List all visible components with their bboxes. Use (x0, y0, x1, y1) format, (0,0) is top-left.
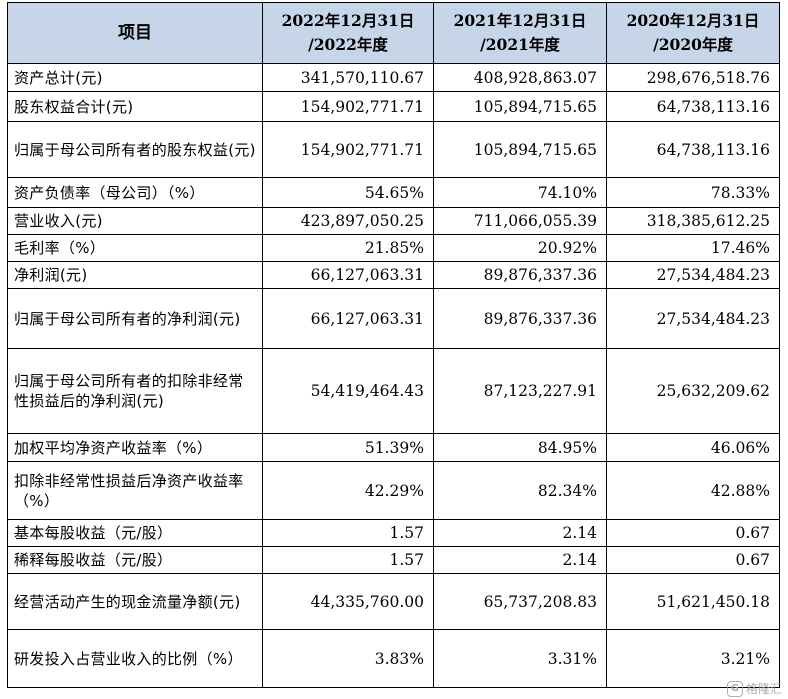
table-row: 资产总计(元) 341,570,110.67 408,928,863.07 29… (7, 63, 780, 92)
value-2022: 54,419,464.43 (262, 348, 434, 434)
row-label: 资产总计(元) (7, 63, 263, 92)
value-2022: 42.29% (262, 461, 434, 520)
row-label: 毛利率（%） (7, 234, 263, 262)
value-2020: 46.06% (606, 433, 780, 462)
header-2022: 2022年12月31日 /2022年度 (262, 2, 434, 64)
value-2022: 44,335,760.00 (262, 573, 434, 630)
row-label: 研发投入占营业收入的比例（%） (7, 629, 263, 688)
value-2022: 21.85% (262, 234, 434, 262)
row-label: 经营活动产生的现金流量净额(元) (7, 573, 263, 630)
value-2021: 82.34% (433, 461, 607, 520)
row-label: 资产负债率（母公司）（%） (7, 177, 263, 208)
value-2020: 17.46% (606, 234, 780, 262)
row-label: 归属于母公司所有者的股东权益(元) (7, 121, 263, 178)
value-2022: 423,897,050.25 (262, 207, 434, 235)
header-2021: 2021年12月31日 /2021年度 (433, 2, 607, 64)
table-row: 归属于母公司所有者的股东权益(元) 154,902,771.71 105,894… (7, 121, 780, 178)
table-row: 归属于母公司所有者的扣除非经常性损益后的净利润(元) 54,419,464.43… (7, 348, 780, 434)
value-2021: 2.14 (433, 519, 607, 547)
financial-summary-table: 项目 2022年12月31日 /2022年度 2021年12月31日 /2021… (7, 2, 780, 688)
value-2021: 105,894,715.65 (433, 91, 607, 122)
value-2020: 0.67 (606, 546, 780, 574)
value-2020: 64,738,113.16 (606, 121, 780, 178)
row-label: 稀释每股收益（元/股） (7, 546, 263, 574)
value-2020: 27,534,484.23 (606, 288, 780, 349)
value-2022: 1.57 (262, 519, 434, 547)
table-row: 研发投入占营业收入的比例（%） 3.83% 3.31% 3.21% (7, 629, 780, 688)
table-row: 毛利率（%） 21.85% 20.92% 17.46% (7, 234, 780, 262)
header-item: 项目 (7, 2, 263, 64)
table-row: 股东权益合计(元) 154,902,771.71 105,894,715.65 … (7, 91, 780, 122)
value-2020: 78.33% (606, 177, 780, 208)
value-2021: 408,928,863.07 (433, 63, 607, 92)
row-label: 营业收入(元) (7, 207, 263, 235)
value-2021: 89,876,337.36 (433, 261, 607, 289)
row-label: 净利润(元) (7, 261, 263, 289)
value-2021: 89,876,337.36 (433, 288, 607, 349)
watermark: G 格隆汇 (726, 680, 782, 697)
row-label: 扣除非经常性损益后净资产收益率（%） (7, 461, 263, 520)
value-2022: 66,127,063.31 (262, 261, 434, 289)
value-2022: 54.65% (262, 177, 434, 208)
table-row: 基本每股收益（元/股） 1.57 2.14 0.67 (7, 519, 780, 547)
value-2022: 1.57 (262, 546, 434, 574)
table-body: 资产总计(元) 341,570,110.67 408,928,863.07 29… (7, 63, 780, 688)
watermark-logo-icon: G (726, 680, 743, 697)
value-2020: 27,534,484.23 (606, 261, 780, 289)
value-2022: 154,902,771.71 (262, 91, 434, 122)
table-row: 净利润(元) 66,127,063.31 89,876,337.36 27,53… (7, 261, 780, 289)
value-2020: 51,621,450.18 (606, 573, 780, 630)
watermark-text: 格隆汇 (745, 682, 782, 696)
row-label: 股东权益合计(元) (7, 91, 263, 122)
value-2022: 51.39% (262, 433, 434, 462)
value-2021: 3.31% (433, 629, 607, 688)
value-2021: 74.10% (433, 177, 607, 208)
value-2020: 25,632,209.62 (606, 348, 780, 434)
value-2022: 66,127,063.31 (262, 288, 434, 349)
table-row: 加权平均净资产收益率（%） 51.39% 84.95% 46.06% (7, 433, 780, 462)
table-row: 经营活动产生的现金流量净额(元) 44,335,760.00 65,737,20… (7, 573, 780, 630)
value-2021: 105,894,715.65 (433, 121, 607, 178)
value-2020: 318,385,612.25 (606, 207, 780, 235)
value-2021: 20.92% (433, 234, 607, 262)
value-2020: 298,676,518.76 (606, 63, 780, 92)
value-2020: 0.67 (606, 519, 780, 547)
value-2020: 42.88% (606, 461, 780, 520)
value-2021: 65,737,208.83 (433, 573, 607, 630)
value-2022: 154,902,771.71 (262, 121, 434, 178)
header-row: 项目 2022年12月31日 /2022年度 2021年12月31日 /2021… (7, 2, 780, 64)
row-label: 归属于母公司所有者的扣除非经常性损益后的净利润(元) (7, 348, 263, 434)
row-label: 基本每股收益（元/股） (7, 519, 263, 547)
value-2020: 64,738,113.16 (606, 91, 780, 122)
value-2020: 3.21% (606, 629, 780, 688)
row-label: 归属于母公司所有者的净利润(元) (7, 288, 263, 349)
table-row: 扣除非经常性损益后净资产收益率（%） 42.29% 82.34% 42.88% (7, 461, 780, 520)
value-2021: 87,123,227.91 (433, 348, 607, 434)
table-row: 资产负债率（母公司）（%） 54.65% 74.10% 78.33% (7, 177, 780, 208)
table-row: 归属于母公司所有者的净利润(元) 66,127,063.31 89,876,33… (7, 288, 780, 349)
header-2020: 2020年12月31日 /2020年度 (606, 2, 780, 64)
table-row: 营业收入(元) 423,897,050.25 711,066,055.39 31… (7, 207, 780, 235)
value-2022: 3.83% (262, 629, 434, 688)
table-row: 稀释每股收益（元/股） 1.57 2.14 0.67 (7, 546, 780, 574)
table-header: 项目 2022年12月31日 /2022年度 2021年12月31日 /2021… (7, 2, 780, 64)
value-2021: 711,066,055.39 (433, 207, 607, 235)
row-label: 加权平均净资产收益率（%） (7, 433, 263, 462)
value-2021: 2.14 (433, 546, 607, 574)
value-2022: 341,570,110.67 (262, 63, 434, 92)
value-2021: 84.95% (433, 433, 607, 462)
